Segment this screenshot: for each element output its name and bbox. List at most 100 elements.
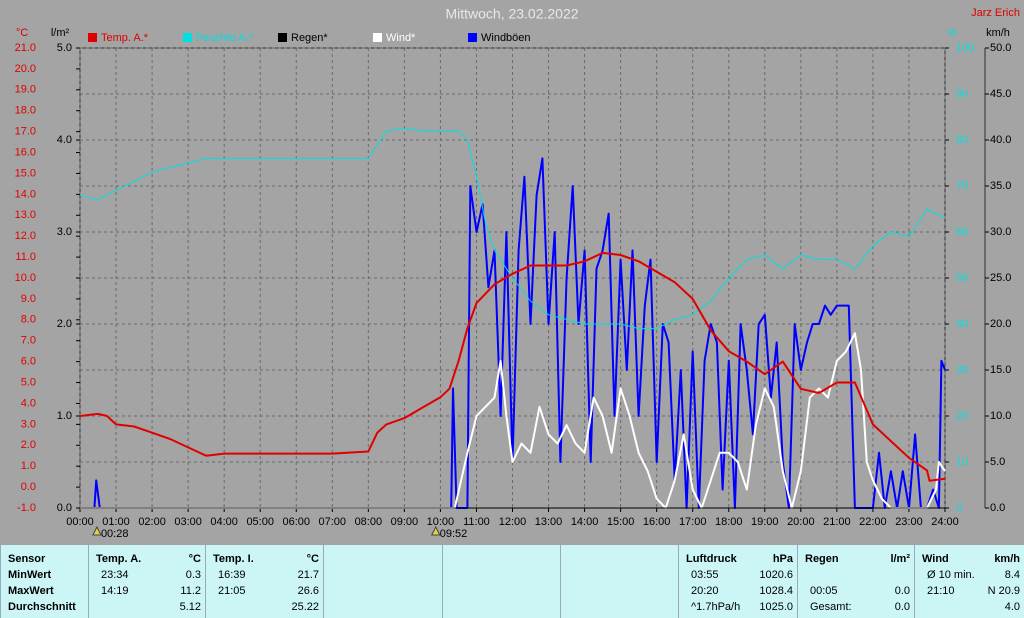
series-line bbox=[79, 251, 946, 482]
y-tick-label: 16.0 bbox=[15, 146, 36, 158]
cell-value: N 20.9 bbox=[987, 585, 1020, 597]
column-title: Temp. A. bbox=[96, 553, 142, 565]
x-tick-label: 00:00 bbox=[66, 516, 94, 528]
y-tick-label: 15.0 bbox=[15, 167, 36, 179]
y-tick-label: 21.0 bbox=[15, 42, 36, 54]
x-tick-label: 15:00 bbox=[607, 516, 635, 528]
stats-table: Sensor MinWert MaxWert Durchschnitt Temp. A.… bbox=[0, 545, 1024, 618]
x-tick-label: 10:00 bbox=[427, 516, 455, 528]
legend-label: Wind* bbox=[386, 32, 416, 44]
cell-label: 14:19 bbox=[101, 585, 129, 597]
y-tick-label: 45.0 bbox=[990, 88, 1011, 100]
column-title: Regen bbox=[805, 553, 839, 565]
cell-label: 16:39 bbox=[218, 569, 246, 581]
column-title: Wind bbox=[922, 553, 949, 565]
annotation-label: 00:28 bbox=[101, 528, 129, 540]
axis-unit: % bbox=[947, 27, 957, 39]
x-tick-label: 07:00 bbox=[319, 516, 347, 528]
x-tick-label: 13:00 bbox=[535, 516, 563, 528]
x-tick-label: 08:00 bbox=[355, 516, 383, 528]
row-header: Durchschnitt bbox=[8, 601, 76, 613]
cell-label: 21:05 bbox=[218, 585, 246, 597]
legend-label: Regen* bbox=[291, 32, 328, 44]
cell-label: Gesamt: bbox=[810, 601, 852, 613]
table-cell bbox=[442, 545, 560, 618]
y-tick-label: 0.0 bbox=[21, 481, 36, 493]
y-tick-label: 2.0 bbox=[57, 318, 72, 330]
chart-title: Mittwoch, 23.02.2022 bbox=[445, 6, 578, 22]
y-tick-label: 80 bbox=[956, 134, 968, 146]
cell-label: 21:10 bbox=[927, 585, 955, 597]
y-tick-label: 10 bbox=[956, 456, 968, 468]
y-tick-label: 5.0 bbox=[990, 456, 1005, 468]
x-tick-label: 02:00 bbox=[138, 516, 166, 528]
chart: Mittwoch, 23.02.2022 Jarz Erich 00:00 01:… bbox=[15, 6, 1020, 540]
x-tick-label: 16:00 bbox=[643, 516, 671, 528]
y-tick-label: 8.0 bbox=[21, 314, 36, 326]
cell-value: 1020.6 bbox=[759, 569, 793, 581]
y-tick-label: -1.0 bbox=[17, 502, 36, 514]
y-tick-label: 2.0 bbox=[21, 439, 36, 451]
table-cell: Temp. I. °C 16:39 21.7 21:05 26.6 25.22 bbox=[205, 545, 323, 618]
y-tick-label: 12.0 bbox=[15, 230, 36, 242]
legend-swatch bbox=[183, 33, 192, 42]
y-tick-label: 20.0 bbox=[15, 63, 36, 75]
table-cell bbox=[323, 545, 441, 618]
y-tick-label: 1.0 bbox=[21, 460, 36, 472]
x-tick-label: 24:00 bbox=[931, 516, 959, 528]
y-tick-label: 7.0 bbox=[21, 335, 36, 347]
x-tick-label: 04:00 bbox=[210, 516, 238, 528]
row-header: MinWert bbox=[8, 569, 52, 581]
y-tick-label: 20 bbox=[956, 410, 968, 422]
y-tick-label: 30.0 bbox=[990, 226, 1011, 238]
x-tick-label: 09:00 bbox=[391, 516, 419, 528]
cell-value: 21.7 bbox=[297, 569, 319, 581]
y-tick-label: 20.0 bbox=[990, 318, 1011, 330]
y-tick-label: 0.0 bbox=[990, 502, 1005, 514]
cell-value: 25.22 bbox=[291, 601, 319, 613]
x-tick-label: 18:00 bbox=[715, 516, 743, 528]
annotation-marker bbox=[92, 525, 102, 536]
cell-label: Ø 10 min. bbox=[927, 569, 975, 581]
cell-value: 11.2 bbox=[180, 585, 201, 597]
cell-value: 1025.0 bbox=[759, 601, 793, 613]
column-unit: °C bbox=[306, 553, 319, 565]
y-tick-label: 50.0 bbox=[990, 42, 1011, 54]
table-cell: Temp. A. °C 23:34 0.3 14:19 11.2 5.12 bbox=[88, 545, 205, 618]
y-tick-label: 4.0 bbox=[57, 134, 72, 146]
y-tick-label: 0.0 bbox=[57, 502, 72, 514]
cell-value: 0.3 bbox=[185, 569, 201, 581]
y-tick-label: 9.0 bbox=[21, 293, 36, 305]
y-tick-label: 3.0 bbox=[21, 418, 36, 430]
y-tick-label: 19.0 bbox=[15, 84, 36, 96]
y-tick-label: 1.0 bbox=[57, 410, 72, 422]
y-tick-label: 0 bbox=[956, 502, 962, 514]
y-tick-label: 14.0 bbox=[15, 188, 36, 200]
x-tick-label: 22:00 bbox=[859, 516, 887, 528]
table-cell bbox=[560, 545, 678, 618]
x-tick-label: 19:00 bbox=[751, 516, 779, 528]
y-tick-label: 35.0 bbox=[990, 180, 1011, 192]
y-tick-label: 17.0 bbox=[15, 126, 36, 138]
y-tick-label: 90 bbox=[956, 88, 968, 100]
x-tick-label: 23:00 bbox=[895, 516, 923, 528]
y-tick-label: 30 bbox=[956, 364, 968, 376]
legend-label: Temp. A.* bbox=[101, 32, 149, 44]
y-tick-label: 40.0 bbox=[990, 134, 1011, 146]
column-unit: km/h bbox=[994, 553, 1020, 565]
y-tick-label: 10.0 bbox=[15, 272, 36, 284]
cell-value: 8.4 bbox=[1004, 569, 1020, 581]
x-tick-label: 17:00 bbox=[679, 516, 707, 528]
axis-unit: °C bbox=[16, 27, 28, 39]
series-line bbox=[80, 332, 946, 509]
y-tick-label: 50 bbox=[956, 272, 968, 284]
table-cell: Wind km/h Ø 10 min. 8.4 21:10 N 20.9 4.0 bbox=[914, 545, 1024, 618]
row-header: MaxWert bbox=[8, 585, 54, 597]
y-tick-label: 3.0 bbox=[57, 226, 72, 238]
credit: Jarz Erich bbox=[971, 7, 1020, 19]
legend-swatch bbox=[468, 33, 477, 42]
column-unit: °C bbox=[188, 553, 201, 565]
x-tick-label: 05:00 bbox=[246, 516, 274, 528]
column-title: Temp. I. bbox=[213, 553, 254, 565]
